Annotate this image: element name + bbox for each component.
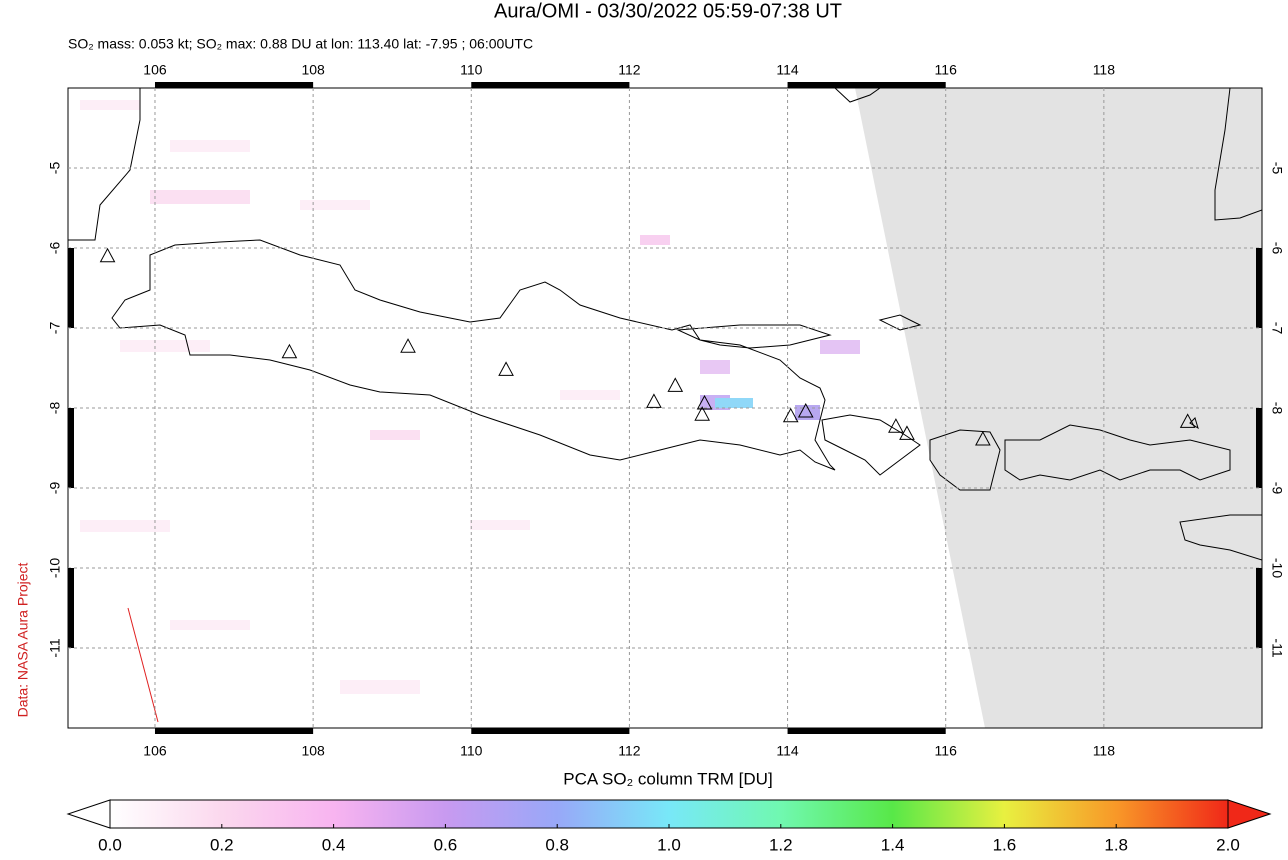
volcano [975,430,991,446]
colorbar-tick-label: 0.2 [210,835,234,854]
orbit-track [127,607,159,723]
colorbar [109,799,1229,829]
frame-segment [68,568,74,648]
x-tick-label: 112 [618,62,641,78]
x-tick-label: 112 [618,743,641,759]
colorbar-tick-label: 1.0 [657,835,681,854]
frame-segment [471,728,630,734]
y-tick-label: -9 [47,482,63,495]
volcano [899,425,915,440]
volcano [797,402,814,418]
volcano [99,247,116,263]
x-tick-label: 114 [776,62,799,78]
frame-segment [154,82,314,88]
frame-segment [68,248,74,328]
colorbar-tick-label: 1.2 [769,835,793,854]
x-tick-label: 118 [1093,743,1116,759]
colorbar-tick-label: 0.8 [545,835,569,854]
frame-segment [787,82,946,88]
y-tick-label: -11 [1269,638,1285,657]
frame-segment [471,82,630,88]
colorbar-tick-label: 1.6 [993,835,1017,854]
colorbar-under [66,799,111,829]
frame-segment [787,728,946,734]
y-tick-label: -7 [47,322,63,335]
so2-max [700,395,820,420]
x-tick-label: 108 [301,743,325,759]
y-tick-label: -6 [47,242,63,255]
colorbar-tick-label: 0.0 [98,835,122,854]
colorbar-tick-label: 1.8 [1104,835,1128,854]
volcano [667,377,684,392]
x-tick-label: 118 [1093,62,1116,78]
volcano [646,393,662,408]
y-tick-label: -8 [47,402,63,415]
x-tick-label: 110 [460,743,483,759]
coastline [68,88,1262,561]
so2-swath [80,100,860,694]
y-tick-label: -11 [47,638,63,657]
frame-segment [1256,248,1262,328]
x-tick-label: 114 [776,743,799,759]
colorbar-tick-label: 0.6 [434,835,458,854]
volcano [498,361,514,376]
colorbar-over [1227,799,1272,829]
frame-segment [68,408,74,488]
volcano [694,406,711,421]
x-tick-label: 110 [460,62,483,78]
y-tick-label: -7 [1269,322,1285,335]
credit: Data: NASA Aura Project [15,562,31,717]
volcano [696,394,713,410]
y-tick-label: -9 [1269,482,1285,495]
volcano [782,407,799,423]
colorbar-label: PCA SO₂ column TRM [DU] [563,769,772,788]
volcano [1179,413,1196,428]
x-tick-label: 116 [935,743,958,759]
y-tick-label: -5 [1269,162,1285,175]
colorbar-tick-label: 0.4 [322,835,346,854]
colorbar-tick-label: 1.4 [881,835,905,854]
frame-segment [1256,408,1262,488]
colorbar-tick-label: 2.0 [1216,835,1240,854]
volcano [281,343,298,359]
x-tick-label: 108 [301,62,325,78]
y-tick-label: -10 [1269,558,1285,578]
subtitle: SO₂ mass: 0.053 kt; SO₂ max: 0.88 DU at … [68,36,533,52]
y-tick-label: -8 [1269,402,1285,415]
x-tick-label: 106 [143,62,167,78]
y-tick-label: -10 [47,558,63,578]
volcano [400,338,416,353]
title: Aura/OMI - 03/30/2022 05:59-07:38 UT [494,0,842,22]
x-tick-label: 116 [935,62,958,78]
frame-segment [154,728,314,734]
x-tick-label: 106 [143,743,167,759]
y-tick-label: -5 [47,162,63,175]
volcano [888,418,904,433]
frame-segment [1256,568,1262,648]
y-tick-label: -6 [1269,242,1285,255]
